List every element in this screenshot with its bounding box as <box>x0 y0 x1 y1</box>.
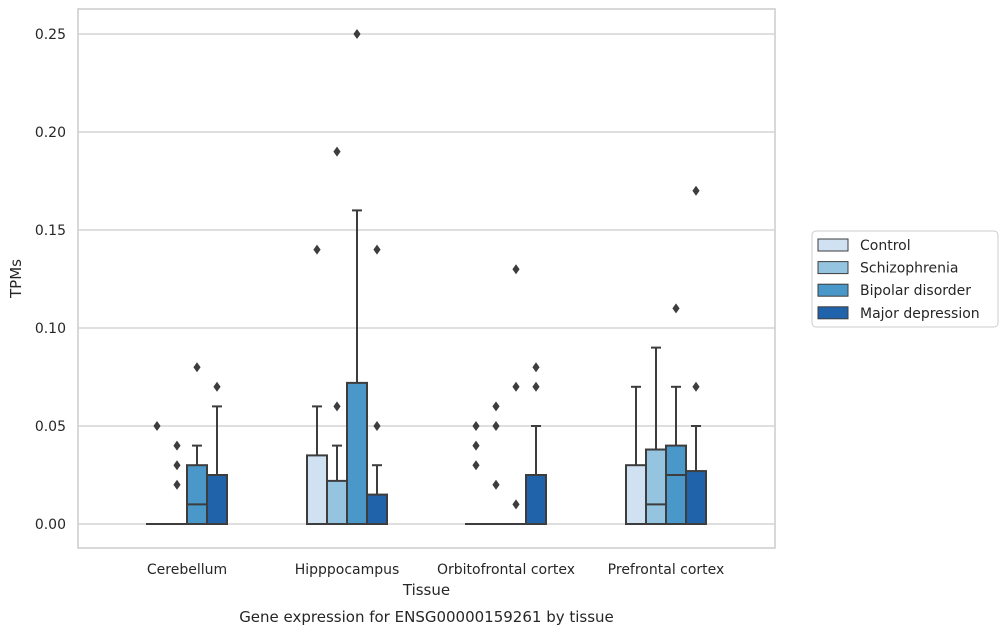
y-axis-label: TPMs <box>7 259 25 299</box>
outlier-point <box>313 244 321 255</box>
box-control <box>146 421 168 526</box>
outlier-point <box>173 460 181 471</box>
box-major-depression <box>206 381 228 525</box>
legend-label: Bipolar disorder <box>860 283 971 299</box>
box-body <box>326 479 348 526</box>
box-body <box>525 474 547 525</box>
outlier-point <box>492 401 500 412</box>
legend-swatch <box>817 238 849 252</box>
box-schizophrenia <box>166 440 188 526</box>
figure-caption: Gene expression for ENSG00000159261 by t… <box>239 608 614 626</box>
outlier-point <box>373 421 381 431</box>
y-tick-label: 0.00 <box>35 517 66 533</box>
outlier-point <box>692 185 700 196</box>
legend-frame <box>811 230 999 328</box>
box-bipolar-disorder <box>346 29 368 525</box>
y-axis-ticks: 0.00 0.05 0.10 0.15 0.20 0.25 <box>35 27 66 533</box>
box-control <box>465 421 487 526</box>
legend-swatch <box>817 283 849 297</box>
outlier-point <box>512 499 520 510</box>
outlier-point <box>173 440 181 451</box>
box-body <box>665 444 687 526</box>
legend: Control Schizophrenia Bipolar disorder Majo… <box>811 230 999 328</box>
box-body <box>645 448 667 525</box>
x-tick-label: Orbitofrontal cortex <box>437 562 575 578</box>
outlier-point <box>472 460 480 471</box>
outlier-point <box>193 362 201 373</box>
box-body <box>625 464 647 526</box>
plot-frame <box>77 8 776 549</box>
box-major-depression <box>366 244 388 526</box>
x-tick-label: Prefrontal cortex <box>608 562 725 578</box>
y-tick-label: 0.10 <box>35 321 66 337</box>
box-schizophrenia <box>485 401 507 526</box>
box-body <box>685 470 707 525</box>
y-tick-label: 0.15 <box>35 223 66 239</box>
y-tick-label: 0.25 <box>35 27 66 43</box>
box-major-depression <box>525 362 547 525</box>
boxes <box>146 29 707 526</box>
legend-label: Control <box>860 238 911 254</box>
legend-label: Major depression <box>860 306 980 322</box>
x-tick-label: Hipppocampus <box>295 562 400 578</box>
box-bipolar-disorder <box>665 303 687 526</box>
outlier-point <box>532 362 540 373</box>
outlier-point <box>492 479 500 490</box>
outlier-point <box>213 381 221 392</box>
outlier-point <box>333 401 341 412</box>
box-schizophrenia <box>645 346 667 525</box>
box-bipolar-disorder <box>186 362 208 526</box>
outlier-point <box>512 264 520 275</box>
x-tick-label: Cerebellum <box>147 562 227 578</box>
x-axis-label: Tissue <box>402 581 450 599</box>
outlier-point <box>353 29 361 39</box>
outlier-point <box>512 381 520 392</box>
box-body <box>206 474 228 525</box>
box-schizophrenia <box>326 146 348 526</box>
outlier-point <box>672 303 680 314</box>
box-control <box>306 244 328 525</box>
box-body <box>186 464 208 526</box>
outlier-point <box>472 421 480 431</box>
outlier-point <box>153 421 161 431</box>
outlier-point <box>373 244 381 255</box>
x-axis-ticks: Cerebellum Hipppocampus Orbitofrontal cort… <box>147 562 724 578</box>
box-control <box>625 385 647 526</box>
y-tick-label: 0.20 <box>35 125 66 141</box>
outlier-point <box>173 479 181 490</box>
legend-swatch <box>817 261 849 275</box>
legend-label: Schizophrenia <box>860 261 958 277</box>
box-bipolar-disorder <box>505 264 527 526</box>
box-major-depression <box>685 185 707 525</box>
box-body <box>306 454 328 525</box>
y-tick-label: 0.05 <box>35 419 66 435</box>
legend-swatch <box>817 306 849 320</box>
outlier-point <box>692 381 700 392</box>
outlier-point <box>333 146 341 157</box>
outlier-point <box>532 381 540 392</box>
outlier-point <box>472 440 480 451</box>
box-body <box>346 381 368 525</box>
outlier-point <box>492 421 500 431</box>
box-body <box>366 493 388 526</box>
